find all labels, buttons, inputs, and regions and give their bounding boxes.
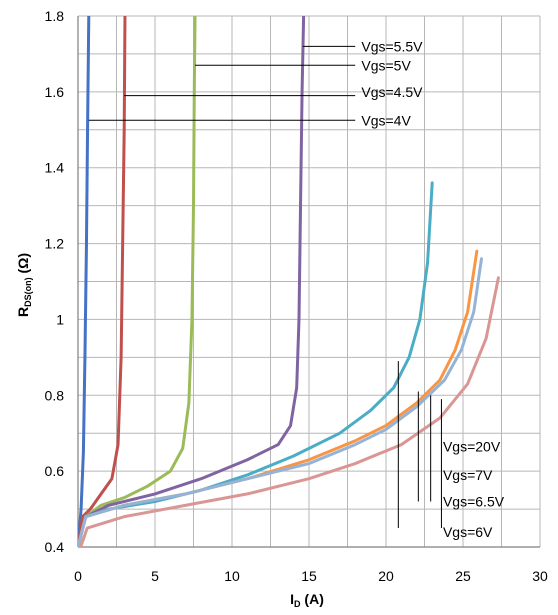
series-line-vgs-5-5v bbox=[78, 16, 306, 547]
annotation-label: Vgs=7V bbox=[443, 467, 493, 483]
axes: 0 5 10 15 20 25 30 0.4 0.6 0.8 1 1.2 1.4 1.6 1.8 bbox=[45, 8, 548, 584]
y-tick-label: 1 bbox=[56, 311, 64, 327]
x-tick-label: 20 bbox=[378, 568, 394, 584]
y-axis-label: RDS(on) (Ω) bbox=[15, 253, 33, 317]
annotation-label: Vgs=5.5V bbox=[361, 38, 423, 54]
x-tick-label: 30 bbox=[532, 568, 548, 584]
x-tick-label: 10 bbox=[224, 568, 240, 584]
series-line-vgs-4v bbox=[78, 16, 91, 547]
series-lines bbox=[78, 16, 500, 547]
y-tick-label: 1.4 bbox=[45, 160, 65, 176]
y-tick-label: 1.6 bbox=[45, 84, 65, 100]
annotation-label: Vgs=4V bbox=[361, 112, 411, 128]
series-line-vgs-20v bbox=[79, 276, 500, 547]
x-tick-label: 5 bbox=[151, 568, 159, 584]
annotations: Vgs=5.5V Vgs=5V Vgs=4.5V Vgs=4V Vgs=20V Vgs=7… bbox=[88, 38, 505, 540]
annotation-label: Vgs=20V bbox=[443, 438, 501, 454]
x-tick-label: 25 bbox=[455, 568, 471, 584]
y-tick-label: 0.4 bbox=[45, 539, 65, 555]
series-line-vgs-7v bbox=[78, 257, 483, 547]
annotation-label: Vgs=4.5V bbox=[361, 84, 423, 100]
x-axis-label: ID (A) bbox=[290, 591, 324, 609]
annotation-label: Vgs=5V bbox=[361, 57, 411, 73]
x-tick-label: 15 bbox=[301, 568, 317, 584]
annotation-label: Vgs=6.5V bbox=[443, 493, 505, 509]
y-tick-label: 1.2 bbox=[45, 236, 65, 252]
x-tick-label: 0 bbox=[74, 568, 82, 584]
annotation-label: Vgs=6V bbox=[443, 524, 493, 540]
series-line-vgs-4-5v bbox=[78, 16, 127, 547]
y-tick-label: 1.8 bbox=[45, 8, 65, 24]
series-line-vgs-5v bbox=[78, 16, 197, 547]
y-tick-label: 0.6 bbox=[45, 463, 65, 479]
y-tick-label: 0.8 bbox=[45, 387, 65, 403]
